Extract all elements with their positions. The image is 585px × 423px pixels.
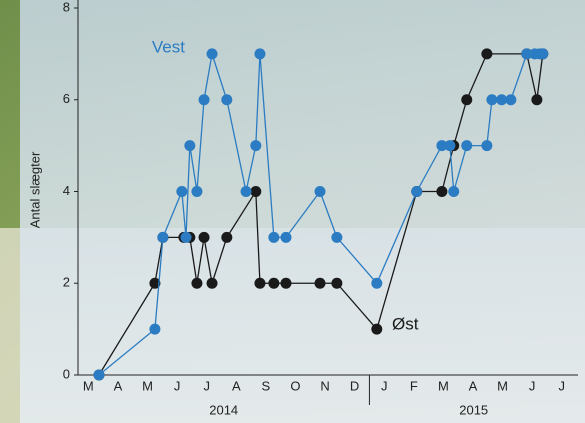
marker <box>496 94 508 106</box>
marker <box>250 186 262 197</box>
x-tick-label: J <box>529 378 536 393</box>
marker <box>149 277 161 289</box>
x-tick-label: J <box>381 378 388 393</box>
x-tick-label: A <box>469 378 478 393</box>
marker <box>180 231 192 243</box>
marker <box>250 140 262 152</box>
marker <box>191 186 203 197</box>
marker <box>436 186 448 197</box>
marker <box>537 48 549 60</box>
marker <box>240 186 252 197</box>
marker <box>221 94 233 106</box>
marker <box>331 277 343 289</box>
marker <box>521 48 533 60</box>
y-axis-label: Antal slægter <box>27 151 42 228</box>
x-tick-label: M <box>83 378 94 393</box>
x-tick-label: N <box>320 378 329 393</box>
marker <box>221 231 233 243</box>
x-tick-label: F <box>410 378 418 393</box>
marker <box>486 94 498 106</box>
year-label: 2014 <box>209 402 238 417</box>
marker <box>461 140 473 152</box>
marker <box>314 277 326 289</box>
x-tick-label: A <box>114 378 123 393</box>
year-label: 2015 <box>459 402 488 417</box>
x-tick-label: M <box>438 378 449 393</box>
marker <box>461 94 473 106</box>
x-tick-label: J <box>203 378 210 393</box>
marker <box>254 48 266 60</box>
x-tick-label: O <box>290 378 300 393</box>
marker <box>206 277 218 289</box>
marker <box>371 277 383 289</box>
x-tick-label: D <box>350 378 359 393</box>
marker <box>481 140 493 152</box>
marker <box>268 231 280 243</box>
marker <box>198 231 210 243</box>
y-tick-label: 6 <box>63 91 70 106</box>
x-tick-label: J <box>558 378 565 393</box>
marker <box>331 231 343 243</box>
marker <box>280 277 292 289</box>
y-tick-label: 0 <box>63 366 70 381</box>
marker <box>280 231 292 243</box>
marker <box>198 94 210 106</box>
marker <box>444 140 456 152</box>
marker <box>448 186 460 197</box>
y-tick-label: 4 <box>63 183 70 198</box>
marker <box>371 323 383 335</box>
x-tick-label: M <box>142 378 153 393</box>
x-tick-label: A <box>232 378 241 393</box>
marker <box>411 186 423 197</box>
marker <box>481 48 493 60</box>
marker <box>531 94 543 106</box>
marker <box>436 140 448 152</box>
marker <box>149 323 161 335</box>
marker <box>254 277 266 289</box>
marker <box>176 186 188 197</box>
x-tick-label: M <box>497 378 508 393</box>
marker <box>93 369 105 381</box>
marker <box>184 140 196 152</box>
marker <box>206 48 218 60</box>
x-tick-label: J <box>174 378 181 393</box>
marker <box>191 277 203 289</box>
series-label: Øst <box>392 314 419 333</box>
marker <box>505 94 517 106</box>
marker <box>268 277 280 289</box>
marker <box>157 231 169 243</box>
x-tick-label: S <box>262 378 271 393</box>
y-tick-label: 8 <box>63 0 70 14</box>
plot-panel <box>20 0 585 423</box>
marker <box>314 186 326 197</box>
y-tick-label: 2 <box>63 275 70 290</box>
series-label: Vest <box>152 37 185 56</box>
